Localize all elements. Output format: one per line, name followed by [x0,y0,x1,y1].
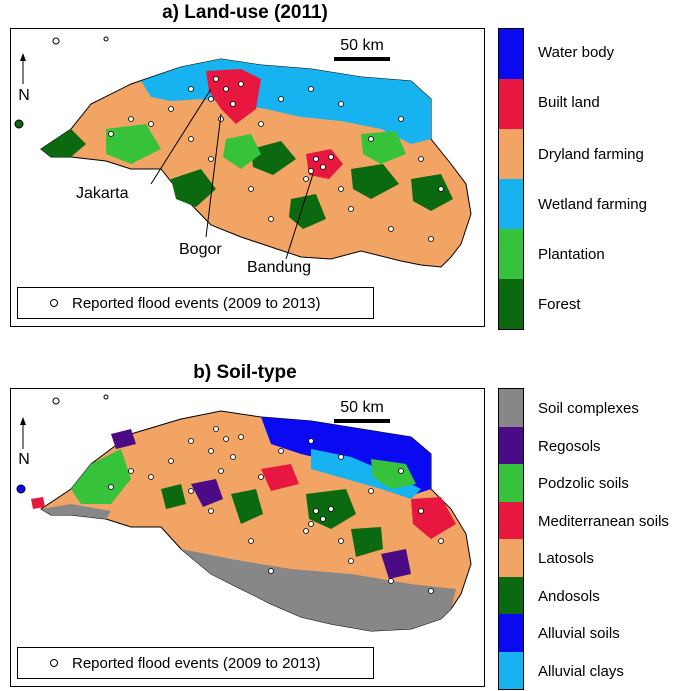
swatch-dryland-farming [499,129,523,179]
north-label-a: N [18,87,30,104]
north-arrow-head-a [20,53,26,61]
city-label-bogor: Bogor [179,241,222,258]
legend-label-wetland-farming: Wetland farming [538,196,647,213]
island-2 [103,36,109,42]
forest-patch-4 [411,174,453,211]
forest-west-tip [41,129,86,157]
land-use-legend: Water body Built land Dryland farming We… [498,28,685,330]
island-3 [14,119,24,129]
scale-bar-b: 50 km [334,399,390,423]
forest-patch-3 [351,164,399,199]
panel-a-map: N 50 km Jakarta Bogor Bandung Reported f… [10,28,485,327]
legend-label-soil-complexes: Soil complexes [538,400,639,417]
panel-b-title: b) Soil-type [193,362,297,383]
mediterranean-1 [411,497,456,539]
scale-bar-line-b [334,419,390,423]
island-b-1 [52,397,60,405]
swatch-water-body [499,29,523,79]
city-label-jakarta: Jakarta [76,185,129,202]
swatch-andosols [499,577,523,614]
leader-jakarta [150,88,212,185]
scale-label-b: 50 km [340,399,384,416]
flood-event-points-b [108,426,444,594]
swatch-latosols [499,539,523,577]
swatch-alluvial-clays [499,652,523,689]
swatch-plantation [499,229,523,279]
legend-label-regosols: Regosols [538,438,601,455]
flood-marker-icon-b [50,659,58,667]
panel-a-title: a) Land-use (2011) [162,2,328,23]
soil-complexes-west [41,504,111,519]
swatch-forest [499,279,523,329]
legend-label-dryland-farming: Dryland farming [538,146,644,163]
podzolic-west [71,449,131,504]
flood-marker-icon [50,299,58,307]
andosols-2 [231,489,263,524]
plantation-1 [106,124,161,164]
mediterranean-2 [261,464,299,491]
swatch-built-land [499,79,523,129]
legend-label-andosols: Andosols [538,588,600,605]
land-use-map-graphic [14,36,472,268]
forest-patch-2 [251,141,296,175]
swatch-regosols [499,427,523,464]
plantation-2 [223,134,261,169]
swatch-podzolic-soils [499,464,523,502]
podzolic-east [371,459,416,489]
mediterranean-3 [31,497,45,509]
legend-label-alluvial-soils: Alluvial soils [538,625,620,642]
soil-type-legend: Soil complexes Regosols Podzolic soils M… [498,388,685,690]
scale-label-a: 50 km [340,37,384,54]
soil-type-map-graphic [16,394,472,632]
flood-event-points-a [108,76,444,242]
panel-b-map: N 50 km Reported flood events (2009 to 2… [10,388,485,687]
legend-label-water-body: Water body [538,44,615,61]
regosols-3 [111,429,136,449]
regosols-1 [191,479,223,507]
city-label-bandung: Bandung [247,259,312,276]
legend-label-podzolic-soils: Podzolic soils [538,475,629,492]
land-use-legend-swatches [498,28,524,330]
legend-label-mediterranean-soils: Mediterranean soils [538,513,669,530]
andosols-3 [351,527,383,557]
soil-complexes-south [181,549,456,631]
island-1 [52,37,60,45]
swatch-alluvial-soils [499,614,523,652]
swatch-mediterranean-soils [499,502,523,539]
andosols-4 [161,484,186,509]
soil-type-legend-swatches [498,388,524,690]
north-label-b: N [18,451,30,468]
swatch-wetland-farming [499,179,523,229]
leader-bogor [205,113,222,238]
flood-legend-label-a: Reported flood events (2009 to 2013) [72,294,321,312]
forest-patch-1 [171,169,216,207]
scale-bar-a: 50 km [334,37,390,61]
legend-label-alluvial-clays: Alluvial clays [538,663,624,680]
north-arrow-head-b [20,417,26,425]
flood-legend-a: Reported flood events (2009 to 2013) [17,287,374,319]
island-b-3 [16,484,26,494]
island-b-2 [103,394,109,400]
leader-bandung [285,173,314,260]
legend-label-built-land: Built land [538,94,600,111]
swatch-soil-complexes [499,389,523,427]
legend-label-latosols: Latosols [538,550,594,567]
flood-legend-label-b: Reported flood events (2009 to 2013) [72,654,321,672]
legend-label-plantation: Plantation [538,246,605,263]
legend-label-forest: Forest [538,296,581,313]
scale-bar-line-a [334,57,390,61]
regosols-2 [381,549,411,579]
flood-legend-b: Reported flood events (2009 to 2013) [17,647,374,679]
built-land-jakarta [206,69,261,124]
